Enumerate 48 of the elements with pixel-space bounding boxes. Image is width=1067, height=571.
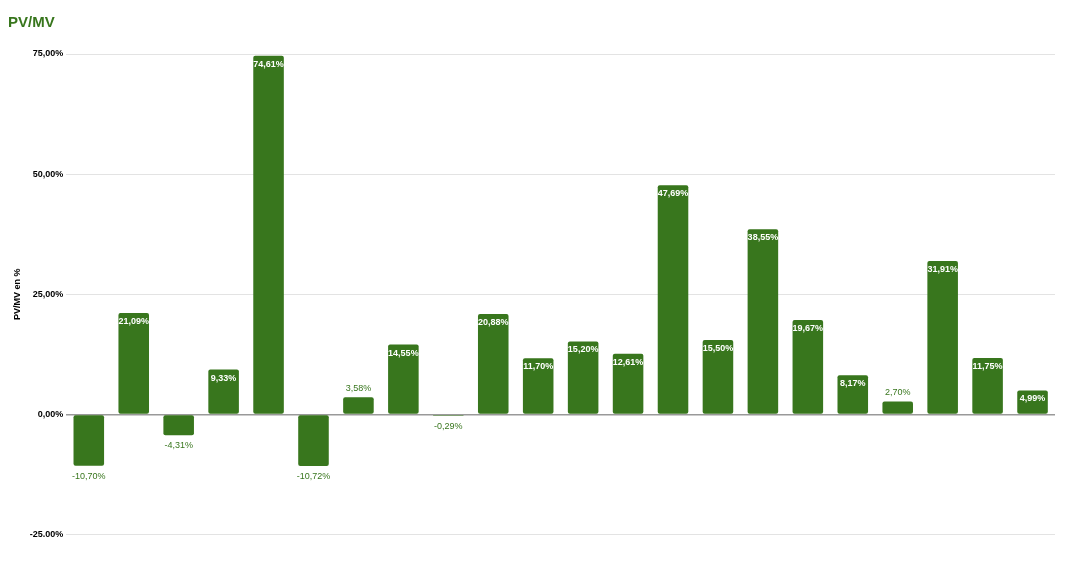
bar [747, 229, 779, 414]
y-tick-label: 25,00% [32, 288, 64, 299]
y-axis-title: PV/MV en % [11, 268, 22, 321]
data-label: 21,09% [118, 316, 149, 327]
chart-title: PV/MV [8, 13, 55, 31]
data-label: 11,70% [523, 361, 554, 372]
bar [118, 313, 150, 414]
bar [253, 55, 284, 414]
bar [208, 369, 239, 414]
data-label: -4,31% [164, 440, 193, 451]
data-label: 9,33% [210, 372, 237, 383]
data-label: 74,61% [253, 58, 284, 69]
bar [343, 397, 374, 414]
bar [612, 353, 644, 414]
bar [702, 339, 734, 414]
bar [298, 415, 329, 466]
y-tick-label: 0,00% [37, 408, 64, 419]
bar [657, 185, 689, 414]
bar [792, 319, 824, 414]
bar [163, 415, 194, 436]
data-label: 4,99% [1019, 393, 1046, 404]
data-label: 15,50% [702, 342, 734, 353]
bar [837, 375, 869, 414]
bar [972, 357, 1003, 414]
bar [388, 344, 419, 414]
data-label: 14,55% [388, 347, 419, 358]
data-label: 11,75% [972, 360, 1003, 371]
data-label: 12,61% [612, 356, 644, 367]
y-tick-label: -25.00% [29, 529, 64, 540]
bar [522, 358, 554, 414]
data-label: -10,70% [72, 470, 106, 481]
data-label: 31,91% [927, 264, 958, 275]
data-label: 8,17% [840, 378, 866, 389]
data-label: 3,58% [345, 383, 372, 394]
data-label: 38,55% [747, 232, 779, 243]
y-tick-label: 50,00% [32, 168, 64, 179]
data-label: -0,29% [434, 420, 463, 431]
bar [477, 314, 509, 414]
bar [567, 341, 599, 414]
data-label: 47,69% [657, 188, 689, 199]
data-label: 19,67% [792, 322, 824, 333]
data-label: -10,72% [296, 470, 331, 481]
bar [927, 261, 958, 414]
bar [882, 401, 913, 414]
y-tick-label: 75,00% [32, 48, 64, 59]
data-label: 2,70% [884, 387, 911, 398]
bar [73, 415, 105, 466]
data-label: 20,88% [477, 317, 509, 328]
